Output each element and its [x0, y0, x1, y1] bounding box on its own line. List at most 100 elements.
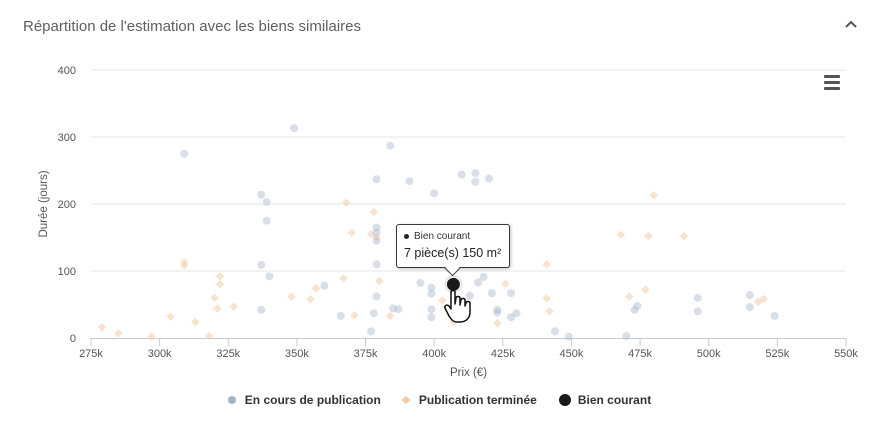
scatter-point-en-cours — [630, 305, 639, 314]
scatter-point-terminee — [545, 306, 554, 316]
scatter-point-en-cours — [262, 197, 271, 206]
scatter-point-terminee — [624, 292, 634, 301]
x-tick-label: 425k — [491, 348, 515, 360]
scatter-point-en-cours — [265, 272, 274, 281]
scatter-point-en-cours — [465, 291, 474, 300]
scatter-point-en-cours — [336, 311, 345, 320]
scatter-point-en-cours — [257, 260, 266, 269]
scatter-point-terminee — [679, 231, 689, 241]
scatter-point-en-cours — [367, 327, 376, 336]
scatter-point-en-cours — [471, 169, 480, 178]
legend-label-en-cours: En cours de publication — [244, 393, 381, 407]
scatter-point-en-cours — [564, 332, 573, 341]
x-tick-label: 325k — [216, 348, 240, 360]
scatter-point-terminee — [542, 260, 551, 269]
tooltip-text: 7 pièce(s) 150 m² — [404, 246, 502, 260]
scatter-point-en-cours — [257, 190, 266, 199]
scatter-point-en-cours — [471, 177, 480, 186]
scatter-point-terminee — [386, 311, 395, 321]
scatter-point-terminee — [311, 284, 321, 293]
scatter-point-en-cours — [507, 289, 516, 298]
x-tick-label: 550k — [834, 348, 858, 360]
collapse-button[interactable] — [842, 16, 860, 34]
legend-item-terminee[interactable]: Publication terminée — [401, 393, 537, 407]
scatter-point-terminee — [542, 294, 551, 303]
y-tick-label: 100 — [58, 266, 76, 278]
scatter-point-en-cours — [257, 305, 266, 314]
scatter-point-terminee — [97, 323, 107, 332]
scatter-point-en-cours — [372, 236, 381, 245]
scatter-point-en-cours — [633, 301, 642, 310]
scatter-point-en-cours — [290, 124, 299, 133]
scatter-point-terminee — [350, 310, 359, 320]
chevron-up-icon — [845, 20, 857, 28]
tooltip-series-name: Bien courant — [414, 231, 471, 242]
x-tick-label: 350k — [285, 348, 309, 360]
scatter-point-en-cours — [372, 260, 381, 269]
scatter-point-terminee — [166, 312, 175, 321]
scatter-point-terminee — [641, 285, 650, 295]
scatter-point-en-cours — [745, 291, 754, 300]
x-tick-label: 275k — [79, 348, 103, 360]
scatter-point-terminee — [213, 304, 222, 313]
scatter-point-en-cours — [372, 175, 381, 184]
scatter-chart: 0 100 200 300 400 275k 300k 325k 350k 375k 400k 425… — [38, 65, 858, 379]
scatter-point-en-cours — [427, 289, 436, 298]
x-tick-label: 475k — [628, 348, 652, 360]
scatter-point-en-cours — [474, 278, 483, 287]
legend-label-terminee: Publication terminée — [418, 393, 537, 407]
legend-item-bien-courant[interactable]: Bien courant — [558, 393, 652, 407]
scatter-point-en-cours — [372, 292, 381, 301]
scatter-point-en-cours — [493, 305, 502, 314]
y-tick-label: 200 — [58, 199, 76, 211]
scatter-point-terminee — [204, 331, 214, 341]
x-tick-label: 400k — [422, 348, 446, 360]
scatter-point-en-cours — [427, 283, 436, 292]
scatter-point-en-cours — [262, 216, 271, 225]
scatter-point-en-cours — [745, 303, 754, 312]
hamburger-line — [824, 81, 840, 84]
scatter-point-en-cours — [770, 311, 779, 320]
scatter-point-en-cours — [507, 313, 516, 322]
scatter-point-terminee — [342, 198, 351, 207]
chart-menu-button[interactable] — [822, 75, 842, 93]
scatter-point-en-cours — [512, 309, 521, 318]
scatter-point-terminee — [375, 276, 384, 286]
x-tick-label: 500k — [697, 348, 721, 360]
scatter-point-terminee — [287, 292, 296, 301]
scatter-point-en-cours — [180, 149, 189, 158]
y-tick-label: 400 — [58, 65, 76, 77]
scatter-point-terminee — [438, 296, 447, 305]
panel-title: Répartition de l'estimation avec les bie… — [23, 18, 362, 35]
scatter-point-terminee — [215, 272, 225, 281]
legend-label-bien-courant: Bien courant — [577, 393, 652, 407]
scatter-point-en-cours — [430, 189, 439, 198]
legend-marker-bien-courant — [558, 394, 571, 406]
scatter-point-en-cours — [372, 228, 381, 237]
scatter-point-en-cours — [389, 304, 397, 313]
scatter-point-en-cours — [493, 308, 502, 317]
hamburger-line — [824, 87, 840, 90]
scatter-point-terminee — [372, 233, 381, 242]
scatter-point-en-cours — [487, 289, 496, 298]
scatter-point-terminee — [366, 229, 376, 239]
scatter-point-terminee — [493, 319, 502, 328]
scatter-point-terminee — [147, 332, 156, 341]
scatter-point-en-cours — [427, 305, 436, 314]
scatter-point-en-cours — [457, 170, 466, 179]
scatter-point-en-cours — [693, 293, 702, 302]
scatter-point-terminee — [180, 261, 189, 270]
y-axis-title: Durée (jours) — [38, 170, 50, 237]
scatter-point-terminee — [191, 317, 200, 327]
x-tick-label: 525k — [765, 348, 789, 360]
scatter-point-terminee — [229, 302, 239, 311]
x-axis-title: Prix (€) — [450, 367, 487, 379]
legend-item-en-cours[interactable]: En cours de publication — [227, 393, 381, 407]
hamburger-menu-icon — [824, 75, 840, 78]
scatter-point-terminee — [114, 329, 123, 338]
scatter-point-en-cours — [485, 174, 494, 183]
scatter-point-en-cours — [427, 313, 436, 322]
scatter-point-terminee — [649, 191, 659, 200]
scatter-point-terminee — [759, 294, 768, 304]
x-tick-label: 375k — [354, 348, 378, 360]
